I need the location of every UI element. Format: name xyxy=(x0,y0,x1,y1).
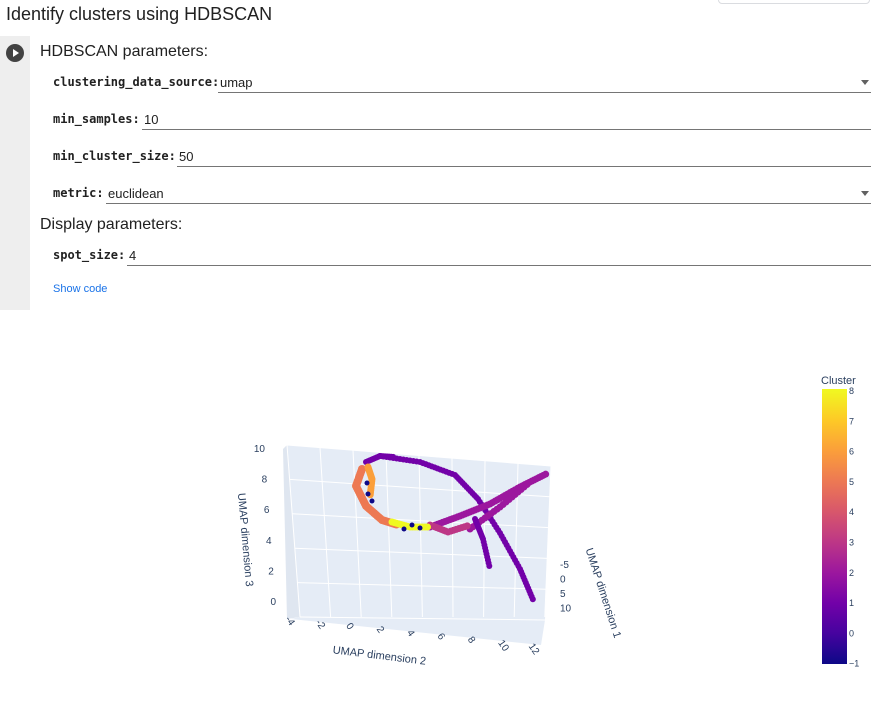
run-cell-button[interactable] xyxy=(6,44,24,62)
metric-row: metric: euclidean xyxy=(53,183,871,205)
data-point-noise xyxy=(401,526,407,532)
play-icon xyxy=(13,49,19,57)
z-tick-label: 5 xyxy=(560,589,566,600)
data-point-cluster-1 xyxy=(390,453,397,460)
z-axis-title: UMAP dimension 1 xyxy=(583,547,623,640)
metric-select[interactable]: euclidean xyxy=(106,183,871,204)
grid-line xyxy=(544,465,552,618)
x-tick-label: 2 xyxy=(374,625,386,636)
spot-size-row: spot_size: 4 xyxy=(53,245,871,267)
chevron-down-icon xyxy=(861,80,869,85)
page-title: Identify clusters using HDBSCAN xyxy=(6,4,273,24)
colorbar-tick-label: 3 xyxy=(849,538,854,548)
min-samples-row: min_samples: 10 xyxy=(53,109,871,131)
y-tick-label: 10 xyxy=(254,444,266,455)
data-point-cluster-8 xyxy=(424,523,431,531)
cell-gutter xyxy=(0,36,30,310)
spot-size-value: 4 xyxy=(129,248,137,263)
min-cluster-size-label: min_cluster_size: xyxy=(53,149,176,163)
colorbar-tick-label: 1 xyxy=(849,598,854,608)
colorbar-tick-label: 0 xyxy=(849,628,854,638)
z-axis-ticks: -5 0 5 10 xyxy=(560,560,572,615)
grid-line xyxy=(297,582,547,590)
z-tick-label: 10 xyxy=(560,604,572,615)
z-tick-label: -5 xyxy=(560,560,569,571)
y-tick-label: 0 xyxy=(270,597,276,608)
grid-line xyxy=(286,444,301,618)
x-tick-label: 8 xyxy=(465,635,477,646)
min-samples-label: min_samples: xyxy=(53,112,140,126)
min-samples-value: 10 xyxy=(144,112,159,127)
floor-pane xyxy=(291,617,545,645)
y-tick-label: 6 xyxy=(264,505,270,516)
clustering-data-source-row: clustering_data_source: umap xyxy=(53,72,871,94)
min-cluster-size-row: min_cluster_size: 50 xyxy=(53,146,871,168)
clustering-data-source-select[interactable]: umap xyxy=(218,72,871,93)
x-tick-label: 4 xyxy=(404,628,416,639)
min-cluster-size-value: 50 xyxy=(179,149,194,164)
colorbar-tick-label: 7 xyxy=(849,416,854,426)
data-point-noise xyxy=(417,525,423,531)
x-axis-title: UMAP dimension 2 xyxy=(332,644,427,667)
data-point-cluster-1 xyxy=(529,596,536,603)
data-point-cluster-3 xyxy=(463,522,471,530)
chevron-down-icon xyxy=(861,191,869,196)
grid-line xyxy=(319,447,332,618)
grid-line xyxy=(292,513,549,529)
x-tick-label: 0 xyxy=(343,621,355,632)
colorbar-tick-label: 8 xyxy=(849,386,854,396)
y-tick-label: 8 xyxy=(262,475,268,486)
y-axis-ticks: 0 2 4 6 8 10 xyxy=(254,444,277,608)
y-tick-label: 2 xyxy=(268,566,274,577)
grid-line xyxy=(451,457,454,618)
data-point-noise xyxy=(369,498,375,504)
colorbar-tick-label: 2 xyxy=(849,568,854,578)
metric-label: metric: xyxy=(53,186,104,200)
hdbscan-parameters-title: HDBSCAN parameters: xyxy=(40,43,209,60)
colorbar-title: Cluster xyxy=(821,375,856,387)
y-axis-title: UMAP dimension 3 xyxy=(235,492,255,587)
show-code-link[interactable]: Show code xyxy=(53,283,108,295)
metric-value: euclidean xyxy=(108,186,164,201)
colorbar-tick-label: −1 xyxy=(849,659,859,669)
data-point-cluster-2 xyxy=(523,481,531,488)
grid-line xyxy=(418,455,423,618)
x-tick-label: 6 xyxy=(435,631,447,642)
grid-line xyxy=(286,444,552,467)
scatter-points xyxy=(352,453,550,603)
spot-size-input[interactable]: 4 xyxy=(127,245,871,266)
min-samples-input[interactable]: 10 xyxy=(142,109,871,130)
grid-line xyxy=(299,616,546,621)
spot-size-label: spot_size: xyxy=(53,248,126,262)
colorbar-tick-label: 5 xyxy=(849,477,854,487)
grid-line xyxy=(352,450,362,618)
grid-line xyxy=(294,547,548,559)
left-wall-pane xyxy=(283,445,300,619)
display-parameters-title: Display parameters: xyxy=(40,216,183,233)
colorbar-ticks: 8 7 6 5 4 3 2 1 0 −1 xyxy=(849,386,859,669)
data-point-noise xyxy=(409,522,415,528)
grid-line xyxy=(385,452,393,618)
data-point-noise xyxy=(364,480,370,486)
clustering-data-source-value: umap xyxy=(220,75,253,90)
colorbar xyxy=(822,389,847,664)
colorbar-tick-label: 6 xyxy=(849,447,854,457)
colorbar-tick-label: 4 xyxy=(849,507,854,517)
data-point-cluster-2 xyxy=(542,470,550,478)
y-tick-label: 4 xyxy=(266,536,272,547)
clustering-data-source-label: clustering_data_source: xyxy=(53,75,220,89)
data-point-cluster-1 xyxy=(486,563,493,569)
z-tick-label: 0 xyxy=(560,575,566,586)
scene-panes xyxy=(283,445,551,645)
data-point-noise xyxy=(365,491,371,497)
toolbar-button[interactable] xyxy=(718,0,870,4)
min-cluster-size-input[interactable]: 50 xyxy=(177,146,871,167)
form-cell: HDBSCAN parameters: clustering_data_sour… xyxy=(0,36,871,310)
